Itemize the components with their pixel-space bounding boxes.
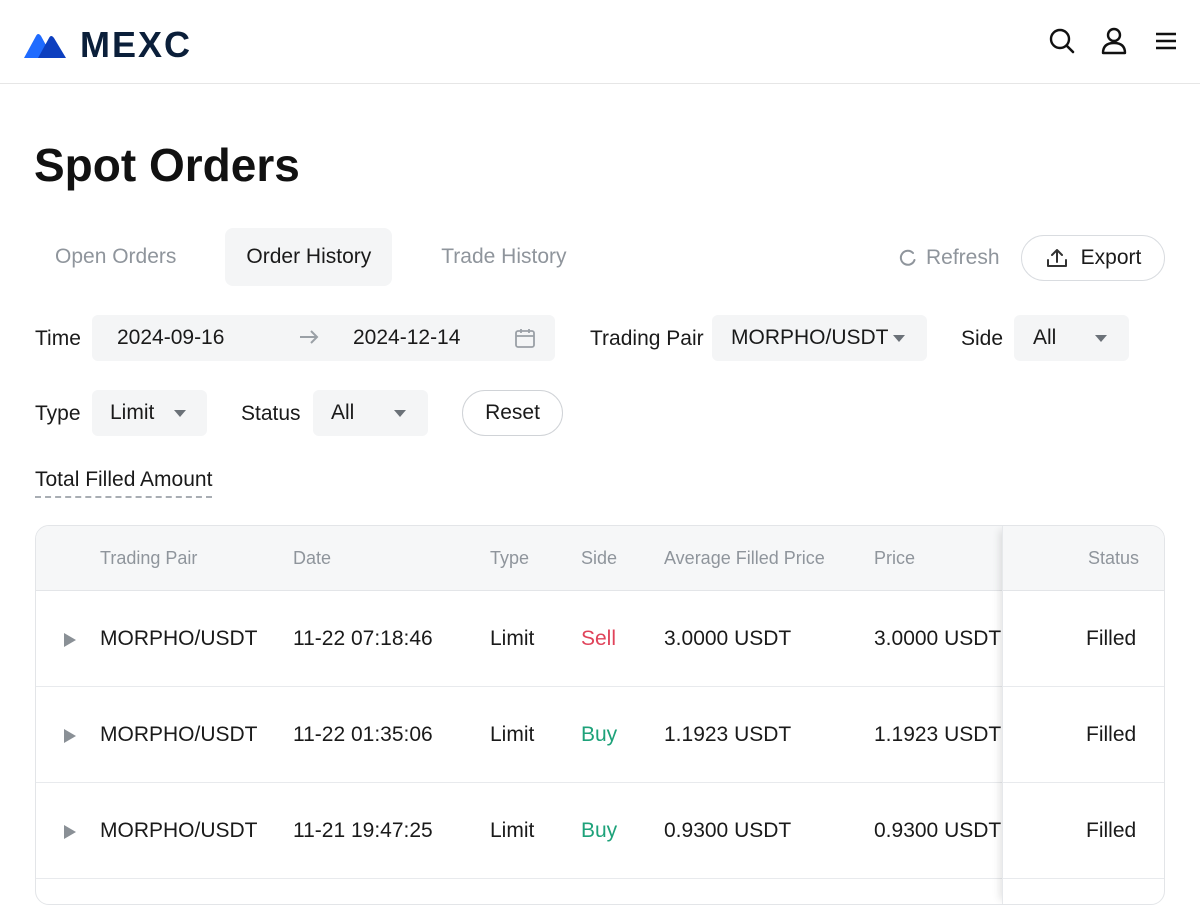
trading-pair-filter-label: Trading Pair (590, 327, 704, 350)
expand-row-icon[interactable] (64, 825, 76, 839)
column-header-status: Status (1088, 548, 1140, 568)
date-range-picker[interactable]: 2024-09-16 2024-12-14 (92, 315, 555, 361)
cell-average-filled-price: 3.0000 USDT (664, 627, 792, 650)
cell-type: Limit (490, 819, 535, 842)
mexc-logo-icon (24, 34, 66, 58)
cell-price: 0.9300 USDT (874, 819, 1002, 842)
type-select[interactable]: Limit (92, 390, 207, 436)
cell-status: Filled (1086, 723, 1137, 746)
expand-row-icon[interactable] (64, 633, 76, 647)
column-header-side: Side (581, 548, 618, 568)
cell-trading-pair: MORPHO/USDT (100, 627, 258, 650)
cell-status: Filled (1086, 627, 1137, 650)
cell-trading-pair: MORPHO/USDT (100, 819, 258, 842)
type-value: Limit (110, 401, 155, 424)
side-filter-label: Side (961, 327, 1004, 350)
end-date[interactable]: 2024-12-14 (353, 326, 461, 349)
column-header-price: Price (874, 548, 916, 568)
order-history-table: Trading Pair Date Type Side Average Fill… (35, 525, 1165, 905)
export-button[interactable]: Export (1021, 235, 1165, 281)
column-header-trading-pair: Trading Pair (100, 548, 198, 568)
order-tabs: Open Orders Order History Trade History (34, 228, 616, 286)
chevron-down-icon (174, 410, 186, 417)
status-value: All (331, 401, 355, 424)
table-row[interactable]: MORPHO/USDT 11-22 07:18:46 Limit Sell 3.… (36, 591, 1164, 687)
refresh-icon (899, 249, 916, 266)
status-filter-label: Status (241, 402, 301, 425)
cell-side: Buy (581, 819, 618, 842)
cell-average-filled-price: 0.9300 USDT (664, 819, 792, 842)
cell-date: 11-22 07:18:46 (293, 627, 433, 650)
cell-date: 11-22 01:35:06 (293, 723, 433, 746)
cell-price: 1.1923 USDT (874, 723, 1002, 746)
chevron-down-icon (1095, 335, 1107, 342)
side-select[interactable]: All (1014, 315, 1129, 361)
table-row[interactable]: MORPHO/USDT 11-21 19:47:25 Limit Buy 0.9… (36, 783, 1164, 879)
cell-side: Buy (581, 723, 618, 746)
cell-price: 3.0000 USDT (874, 627, 1002, 650)
search-icon[interactable] (1046, 24, 1078, 58)
refresh-button[interactable]: Refresh (898, 240, 1000, 276)
reset-button[interactable]: Reset (462, 390, 563, 436)
export-label: Export (1080, 246, 1142, 269)
type-filter-label: Type (35, 402, 81, 425)
column-header-date: Date (293, 548, 332, 568)
chevron-down-icon (394, 410, 406, 417)
top-navigation-bar: MEXC (0, 0, 1200, 84)
cell-type: Limit (490, 723, 535, 746)
trading-pair-select[interactable]: MORPHO/USDT (712, 315, 927, 361)
chevron-down-icon (893, 335, 905, 342)
arrow-right-icon (298, 327, 320, 353)
user-icon[interactable] (1098, 24, 1130, 58)
total-filled-amount-link[interactable]: Total Filled Amount (35, 468, 213, 498)
table-row[interactable]: MORPHO/USDT 11-22 01:35:06 Limit Buy 1.1… (36, 687, 1164, 783)
column-header-average-filled-price: Average Filled Price (664, 548, 825, 568)
tab-trade-history[interactable]: Trade History (441, 245, 567, 268)
column-header-type: Type (490, 548, 530, 568)
start-date[interactable]: 2024-09-16 (117, 326, 225, 349)
status-select[interactable]: All (313, 390, 428, 436)
refresh-label: Refresh (926, 246, 1000, 269)
cell-trading-pair: MORPHO/USDT (100, 723, 258, 746)
tab-order-history[interactable]: Order History (225, 228, 393, 286)
sticky-status-column-divider (1002, 526, 1164, 904)
side-value: All (1033, 326, 1057, 349)
mexc-logo[interactable]: MEXC (22, 24, 192, 66)
cell-side: Sell (581, 627, 617, 650)
trading-pair-value: MORPHO/USDT (731, 326, 889, 349)
cell-average-filled-price: 1.1923 USDT (664, 723, 792, 746)
export-icon (1046, 249, 1067, 267)
page-title: Spot Orders (34, 139, 300, 191)
table-header: Trading Pair Date Type Side Average Fill… (36, 526, 1164, 591)
expand-row-icon[interactable] (64, 729, 76, 743)
tab-open-orders[interactable]: Open Orders (55, 245, 177, 268)
cell-status: Filled (1086, 819, 1137, 842)
cell-type: Limit (490, 627, 535, 650)
calendar-icon[interactable] (514, 327, 536, 355)
time-filter-label: Time (35, 327, 81, 350)
cell-date: 11-21 19:47:25 (293, 819, 433, 842)
menu-icon[interactable] (1150, 24, 1182, 58)
brand-name: MEXC (80, 24, 193, 65)
